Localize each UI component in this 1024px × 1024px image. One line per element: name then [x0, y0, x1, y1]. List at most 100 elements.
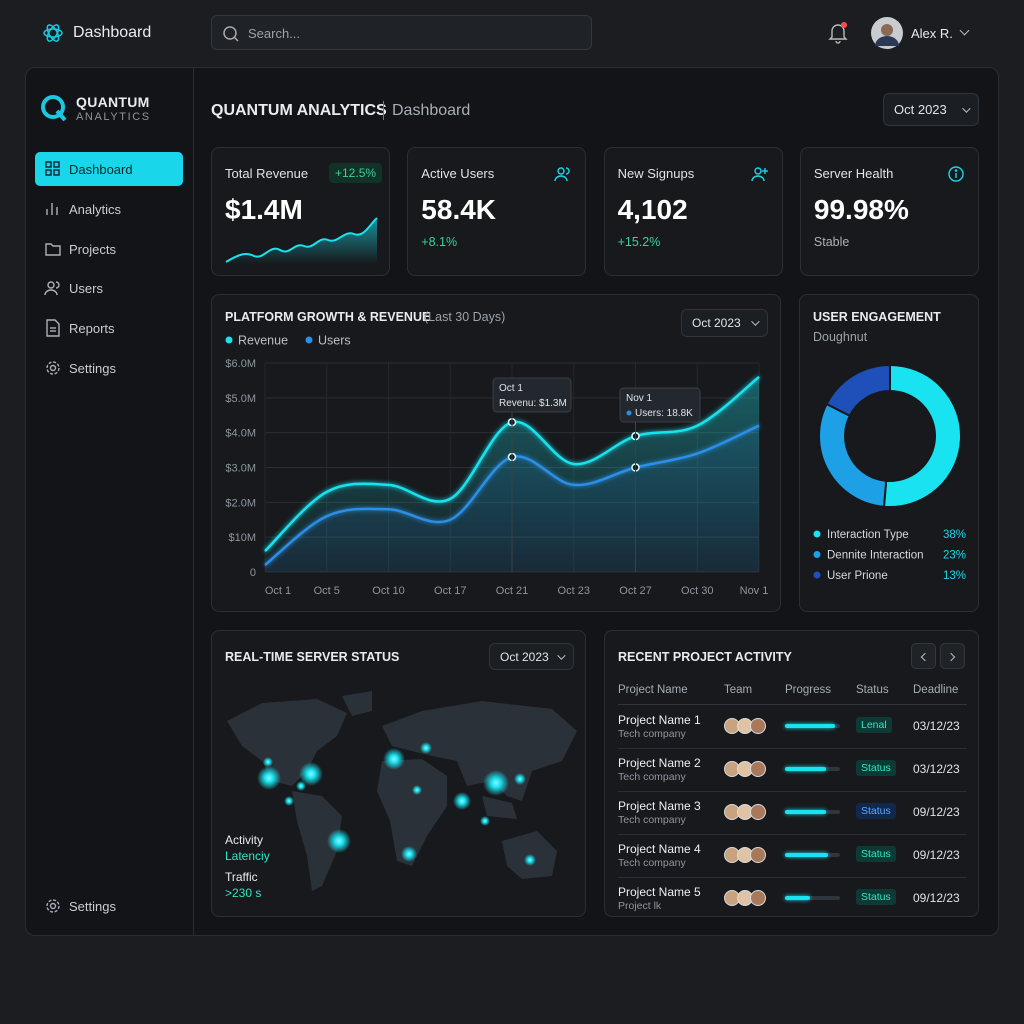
period-dropdown[interactable]: Oct 2023 — [883, 93, 979, 126]
kpi-delta: +8.1% — [421, 235, 458, 249]
tooltip-dot — [626, 410, 632, 416]
chevron — [557, 650, 566, 660]
kpi-value: 4,102 — [617, 194, 688, 225]
legend-label: Revenue — [238, 334, 288, 348]
chart-period-label: Oct 2023 — [692, 316, 741, 330]
nav-label: Settings — [69, 361, 116, 376]
page-title: QUANTUM ANALYTICS — [211, 102, 387, 119]
row-divider — [618, 791, 967, 792]
world-map — [227, 691, 577, 891]
kpi-label: New Signups — [617, 166, 695, 181]
arrow — [920, 652, 930, 662]
y-tick-label: $6.0M — [225, 358, 256, 370]
y-tick-label: $10M — [228, 532, 256, 544]
deadline: 09/12/23 — [913, 805, 960, 819]
legend-dot — [813, 551, 821, 558]
project-org: Project lk — [618, 900, 662, 912]
kpi-value: $1.4M — [225, 194, 303, 225]
chart-title: PLATFORM GROWTH & REVENUE — [225, 310, 430, 324]
nav-item[interactable]: Reports — [35, 311, 183, 345]
x-tick-label: Oct 10 — [372, 585, 404, 597]
legend-value: >230 s — [225, 886, 262, 900]
doughnut-segment — [818, 402, 888, 508]
period-label: Oct 2023 — [894, 102, 947, 117]
user-menu-chevron[interactable] — [959, 25, 970, 36]
brand-sub: ANALYTICS — [76, 111, 151, 123]
status-badge: Lenal — [856, 717, 892, 733]
engagement-card: USER ENGAGEMENT Doughnut Interaction Typ… — [799, 294, 979, 612]
y-tick-label: 0 — [250, 567, 256, 579]
doughnut-segment — [825, 363, 891, 418]
nav-label: Dashboard — [69, 162, 133, 177]
nav-item[interactable]: Settings — [35, 351, 183, 385]
x-tick-label: Oct 5 — [314, 585, 340, 597]
nav-item[interactable]: Projects — [35, 232, 183, 266]
engagement-chart: USER ENGAGEMENT Doughnut Interaction Typ… — [813, 310, 966, 582]
chart-subtitle: Doughnut — [813, 330, 868, 344]
deadline: 09/12/23 — [913, 848, 960, 862]
team-avatar — [750, 804, 766, 820]
row-divider — [618, 877, 967, 878]
project-org: Tech company — [618, 728, 686, 740]
kpi-card: Server Health 99.98% Stable — [799, 147, 979, 276]
growth-card: PLATFORM GROWTH & REVENUE (Last 30 Days)… — [211, 294, 781, 612]
kpi-delta: +15.2% — [617, 235, 661, 249]
search-box[interactable]: Search... — [211, 15, 592, 50]
notification-bell[interactable] — [827, 21, 849, 45]
server-period-label: Oct 2023 — [500, 649, 549, 664]
project-name: Project Name 2 — [618, 756, 701, 770]
kpi-card: New Signups 4,102 +15.2% — [603, 147, 783, 276]
x-tick-label: Nov 1 — [740, 585, 769, 597]
next-button[interactable] — [940, 643, 965, 669]
server-card: REAL-TIME SERVER STATUS Oct 2023 Activi — [211, 630, 586, 917]
chevron — [962, 103, 971, 113]
project-org: Tech company — [618, 857, 686, 869]
project-org: Tech company — [618, 814, 686, 826]
kpi-icon — [554, 167, 570, 182]
prev-button[interactable] — [911, 643, 936, 669]
user-avatar[interactable] — [870, 16, 904, 50]
chart-period-dropdown[interactable]: Oct 2023 — [681, 309, 768, 337]
x-tick-label: Oct 17 — [434, 585, 466, 597]
server-period-dropdown[interactable]: Oct 2023 — [489, 643, 574, 670]
x-tick-label: Oct 21 — [496, 585, 528, 597]
nav-icon — [45, 161, 60, 176]
nav-label: Analytics — [69, 201, 122, 217]
progress-bar — [785, 896, 810, 900]
legend-label: Interaction Type — [827, 529, 909, 541]
nav-label: Reports — [69, 321, 115, 337]
progress-bar — [785, 810, 827, 814]
column-header: Project Name — [618, 684, 688, 696]
legend-value: Latenciy — [225, 849, 270, 863]
y-tick-label: $3.0M — [225, 463, 256, 475]
nav-item[interactable]: Analytics — [35, 192, 183, 226]
legend-value: 38% — [943, 529, 966, 541]
y-tick-label: $5.0M — [225, 393, 256, 405]
arrow — [946, 652, 956, 662]
user-name[interactable]: Alex R. — [911, 26, 953, 41]
sidebar-footer[interactable]: Settings — [69, 899, 116, 914]
tooltip-text: Revenu: $1.3M — [499, 398, 567, 409]
status-badge: Status — [856, 889, 896, 905]
x-tick-label: Oct 23 — [558, 585, 590, 597]
app-title: Dashboard — [73, 24, 152, 41]
growth-chart: PLATFORM GROWTH & REVENUE (Last 30 Days)… — [225, 310, 769, 597]
column-header: Deadline — [913, 684, 959, 696]
row-divider — [618, 834, 967, 835]
nav-icon — [45, 242, 61, 256]
legend-dot — [305, 336, 313, 344]
status-badge: Status — [856, 846, 896, 862]
tooltip-title: Oct 1 — [499, 383, 523, 394]
nav-item[interactable]: Dashboard — [35, 152, 183, 186]
project-org: Tech company — [618, 771, 686, 783]
sparkline — [225, 217, 378, 264]
column-header: Status — [856, 684, 889, 696]
status-badge: Status — [856, 803, 896, 819]
nav-item[interactable]: Users — [35, 271, 183, 305]
deadline: 03/12/23 — [913, 719, 960, 733]
team-avatar — [750, 847, 766, 863]
sidebar-divider — [193, 68, 194, 935]
search-icon — [223, 26, 239, 42]
tooltip-text: Users: 18.8K — [635, 408, 693, 419]
